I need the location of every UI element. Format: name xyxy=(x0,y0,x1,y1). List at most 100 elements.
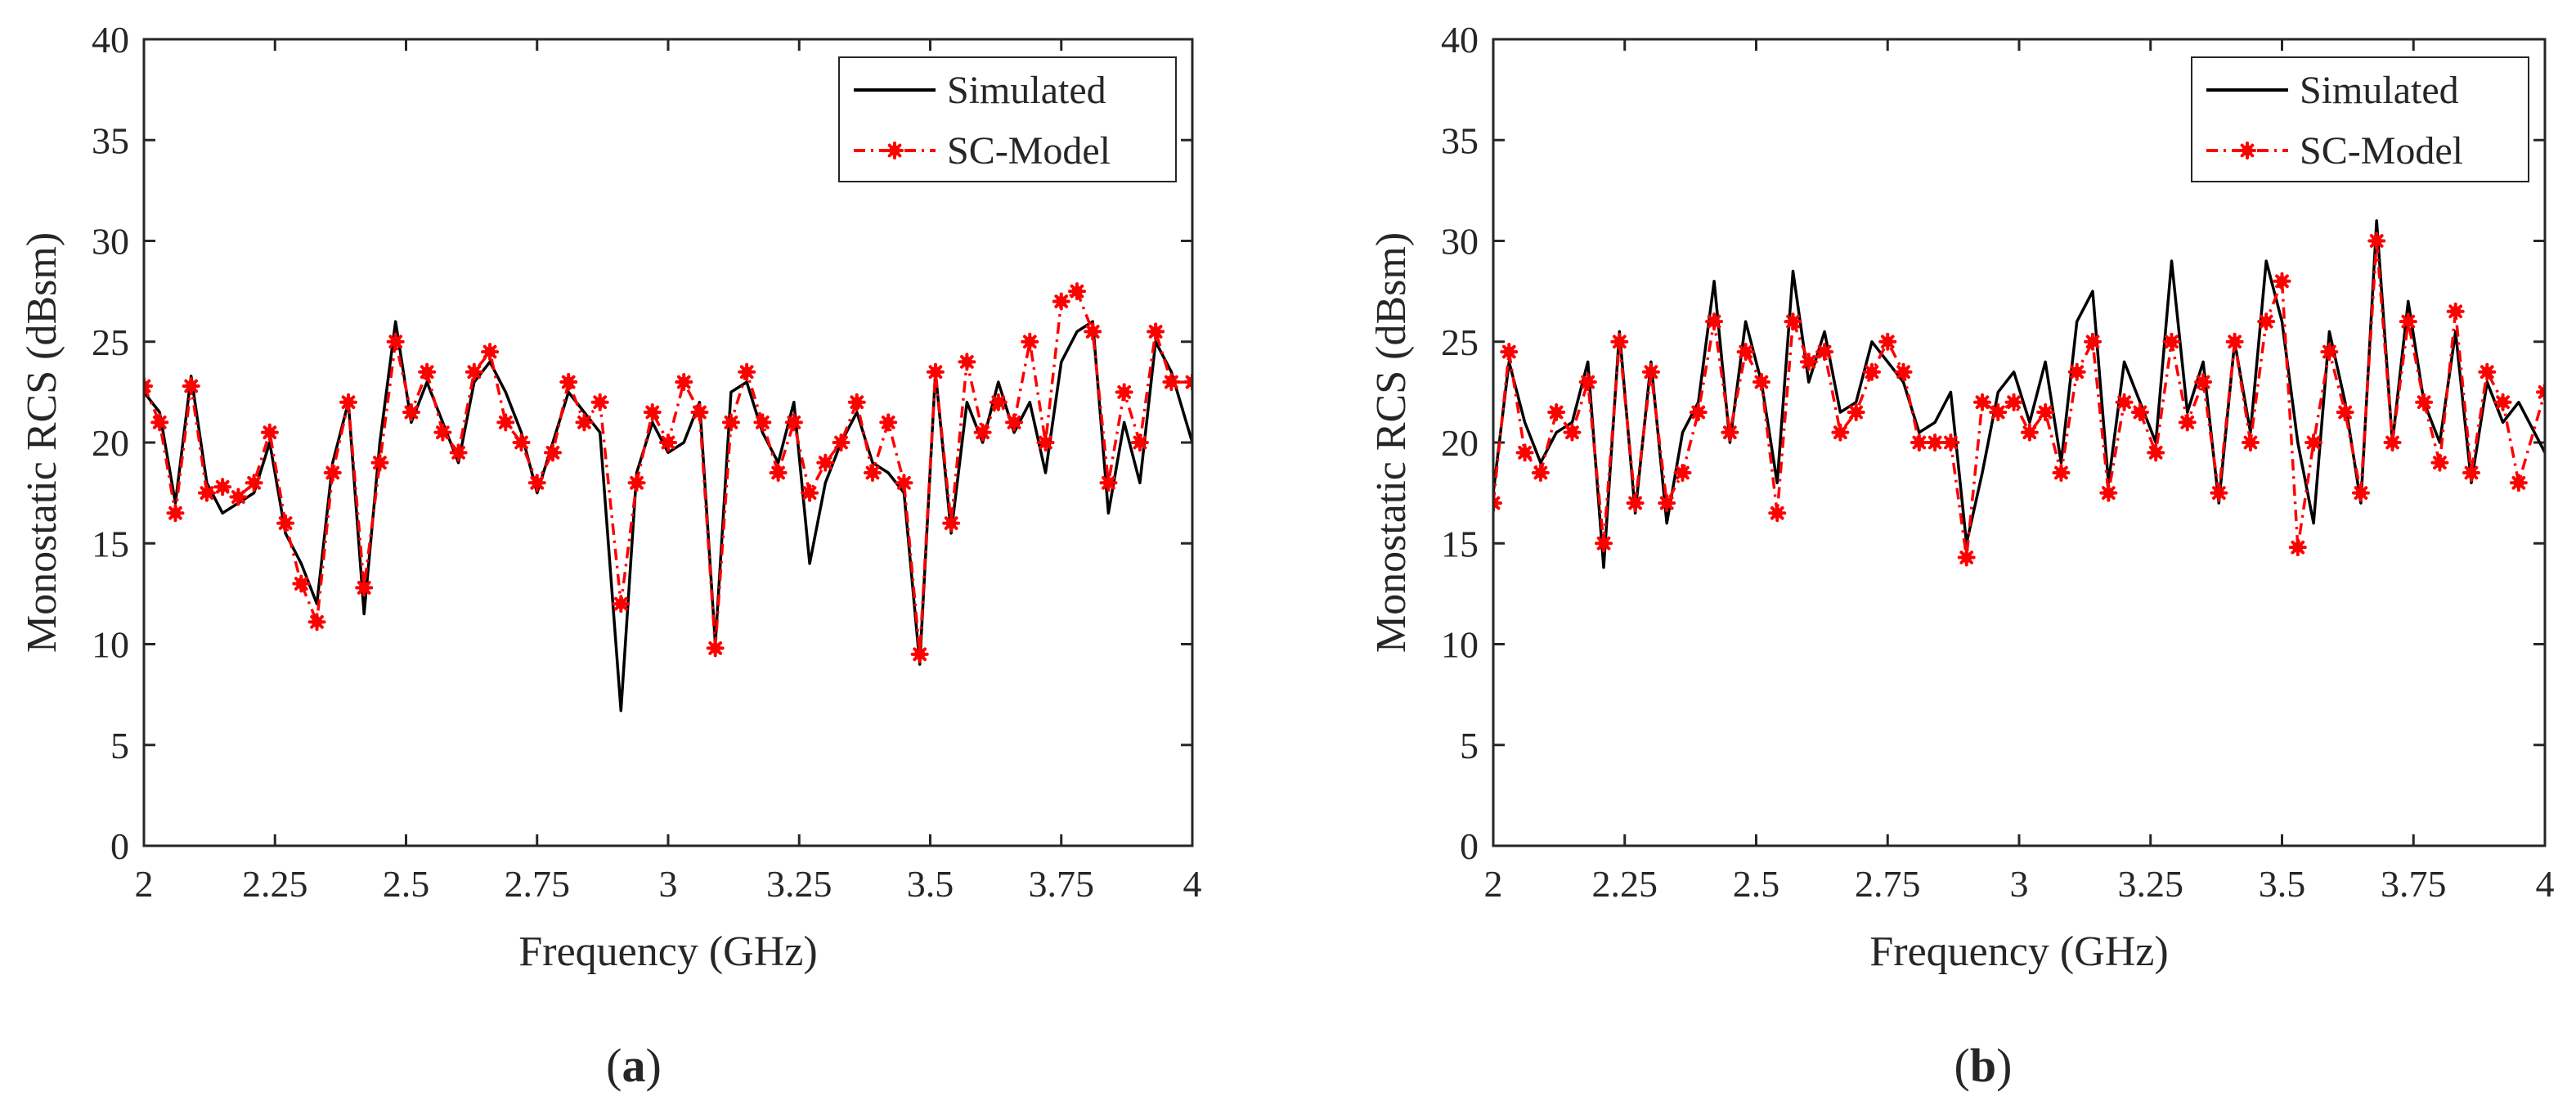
y-tick-label: 40 xyxy=(92,19,129,61)
sc-model-point xyxy=(863,463,882,482)
sc-model-point xyxy=(2493,393,2512,411)
sc-model-point xyxy=(229,488,248,506)
sc-model-point xyxy=(197,483,216,502)
sc-model-point xyxy=(307,613,326,631)
caption-open-paren: ( xyxy=(606,1039,622,1092)
sc-model-point xyxy=(1721,423,1739,442)
sc-model-point xyxy=(2273,272,2291,290)
sc-model-point xyxy=(847,393,866,411)
sc-model-point xyxy=(575,413,594,432)
caption-open-paren: ( xyxy=(1954,1039,1970,1092)
sc-model-point xyxy=(213,478,232,497)
x-tick-label: 3.5 xyxy=(907,863,954,905)
x-tick-label: 3.5 xyxy=(2259,863,2306,905)
sc-model-point xyxy=(1547,403,1566,422)
sc-model-point xyxy=(1862,362,1881,381)
sc-model-point xyxy=(895,474,913,492)
series-layer-a xyxy=(144,282,1192,712)
sc-model-point xyxy=(1658,493,1676,512)
caption-letter: b xyxy=(1970,1039,1996,1092)
sc-model-point xyxy=(1736,343,1755,362)
sc-model-point xyxy=(2304,434,2323,452)
sc-model-point xyxy=(1894,362,1913,381)
sc-model-point xyxy=(784,413,803,432)
x-tick-label: 2.75 xyxy=(505,863,571,905)
sc-model-point xyxy=(879,413,898,432)
sc-model-point xyxy=(1831,423,1850,442)
sc-model-point xyxy=(260,423,279,442)
sc-model-point xyxy=(2036,403,2055,422)
sc-model-point xyxy=(590,393,609,411)
legend-box xyxy=(2191,56,2529,182)
sc-model-point xyxy=(769,463,788,482)
sc-model-point xyxy=(942,514,961,533)
sc-model-point xyxy=(690,403,709,422)
sc-model-point xyxy=(2115,393,2134,411)
sc-model-point xyxy=(1084,322,1102,341)
sc-model-point xyxy=(1941,434,1960,452)
sc-model-point xyxy=(1641,362,1660,381)
legend-b: Simulated SC-Model xyxy=(2191,56,2529,182)
x-tick-label: 2 xyxy=(135,863,154,905)
x-tick-label: 4 xyxy=(2536,863,2555,905)
sc-model-point xyxy=(496,413,515,432)
sc-model-point xyxy=(1799,353,1818,371)
y-tick-label: 40 xyxy=(1441,19,1479,61)
sc-model-point xyxy=(2084,332,2103,351)
sc-model-point xyxy=(1972,393,1991,411)
y-axis-label: Monostatic RCS (dBsm) xyxy=(1368,232,1415,653)
sc-model-point xyxy=(2162,332,2181,351)
sc-model-point xyxy=(1595,534,1613,553)
sc-model-point xyxy=(2509,474,2528,492)
panel-caption-a: (a) xyxy=(606,1039,662,1092)
sc-model-point xyxy=(1910,434,1928,452)
caption-close-paren: ) xyxy=(646,1039,662,1092)
sc-model-point xyxy=(627,474,646,492)
sc-model-point xyxy=(1768,504,1787,523)
y-axis-label: Monostatic RCS (dBsm) xyxy=(19,232,65,653)
sc-model-point xyxy=(753,413,772,432)
sc-model-point xyxy=(543,443,562,462)
y-tick-label: 15 xyxy=(1441,523,1479,564)
sc-model-point xyxy=(2351,483,2370,502)
sc-model-point xyxy=(1610,332,1629,351)
sc-model-point xyxy=(643,403,662,422)
caption-close-paren: ) xyxy=(1996,1039,2012,1092)
sc-model-point xyxy=(2536,383,2545,402)
sc-model-point xyxy=(1515,443,1534,462)
sc-model-point xyxy=(1099,474,1118,492)
sc-model-point xyxy=(2178,413,2197,432)
sc-model-point xyxy=(418,362,437,381)
sc-model-point xyxy=(2067,362,2086,381)
sc-model-point xyxy=(1784,312,1802,331)
legend-model-marker xyxy=(886,142,904,160)
legend-simulated-label: Simulated xyxy=(947,69,1106,112)
y-tick-label: 30 xyxy=(92,221,129,263)
sc-model-point xyxy=(2383,434,2402,452)
sc-model-point xyxy=(2257,312,2276,331)
legend-model-label: SC-Model xyxy=(2300,129,2463,173)
sc-model-point xyxy=(166,504,185,523)
sc-model-point xyxy=(1673,463,1692,482)
sc-model-point xyxy=(738,362,756,381)
sc-model-point xyxy=(1926,434,1945,452)
y-tick-label: 30 xyxy=(1441,221,1479,263)
sc-model-point xyxy=(2004,393,2023,411)
y-tick-label: 15 xyxy=(92,523,129,564)
sc-model-point xyxy=(2288,538,2307,557)
sc-model-point xyxy=(1847,403,1865,422)
sc-model-point xyxy=(276,514,295,533)
series-layer-b xyxy=(1493,219,2545,569)
sc-model-point xyxy=(370,453,389,472)
legend-model-marker-glyph xyxy=(2238,142,2256,160)
x-ticks-b: 2 2.25 2.5 2.75 3 3.25 3.5 3.75 4 xyxy=(1484,39,2555,905)
sc-model-point xyxy=(182,376,200,395)
sc-model-point xyxy=(2478,362,2497,381)
sc-model-point xyxy=(245,474,263,492)
legend-a: Simulated SC-Model xyxy=(838,56,1177,182)
caption-letter: a xyxy=(622,1039,646,1092)
sc-model-point xyxy=(2320,343,2339,362)
sc-model-point xyxy=(706,639,725,658)
sc-model-point xyxy=(2241,434,2260,452)
